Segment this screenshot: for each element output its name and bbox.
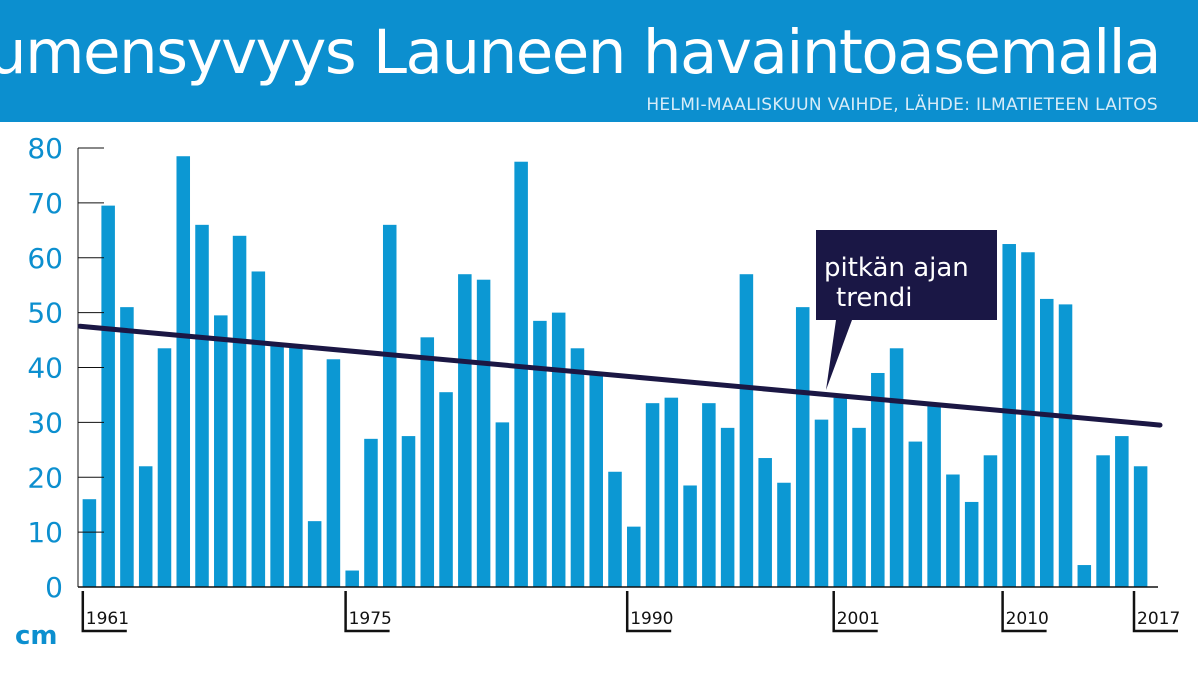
x-tick-bracket-2017 <box>1132 591 1178 633</box>
bar-1965 <box>157 348 172 587</box>
bar-2006 <box>927 405 941 587</box>
x-tick-bracket-1975 <box>344 591 390 633</box>
bar-2007 <box>946 474 960 587</box>
x-tick-label-1990: 1990 <box>630 609 673 629</box>
bar-2004 <box>889 348 904 587</box>
y-tick-label-70: 70 <box>27 187 63 220</box>
bar-2000 <box>814 419 829 587</box>
bar-2002 <box>852 427 866 587</box>
y-tick-label-30: 30 <box>27 406 63 439</box>
bar-1987 <box>570 348 585 587</box>
bar-1978 <box>401 436 416 587</box>
bar-1990 <box>627 526 641 587</box>
bar-1972 <box>289 345 303 587</box>
bar-1983 <box>495 422 510 588</box>
x-axis: 1961 1975 1990 2001 2010 2017 <box>78 586 1180 633</box>
bar-2009 <box>983 455 998 587</box>
trend-callout-box <box>816 230 997 390</box>
header-banner: Lumensyvyys Launeen havaintoasemalla HEL… <box>0 0 1198 122</box>
bar-1988 <box>589 372 603 587</box>
bar-1969 <box>232 235 247 588</box>
bar-1994 <box>702 403 716 587</box>
bar-1992 <box>664 397 679 587</box>
x-tick-label-2010: 2010 <box>1006 609 1049 629</box>
bar-2003 <box>871 372 885 587</box>
bar-1980 <box>439 392 453 587</box>
bar-2010 <box>1002 244 1016 587</box>
x-tick-label-1975: 1975 <box>349 609 392 629</box>
bar-1966 <box>176 156 191 588</box>
bar-1979 <box>420 337 435 587</box>
bar-2005 <box>908 441 923 587</box>
bar-1984 <box>514 161 528 587</box>
chart-subtitle: HELMI-MAALISKUUN VAIHDE, LÄHDE: ILMATIET… <box>646 95 1158 115</box>
bar-1986 <box>551 312 566 588</box>
x-tick-bracket-2001 <box>832 591 878 633</box>
y-tick-label-60: 60 <box>27 242 63 275</box>
trend-callout-label-line2: trendi <box>836 283 913 313</box>
y-tick-label-0: 0 <box>45 571 63 604</box>
x-tick-label-2001: 2001 <box>837 609 880 629</box>
x-tick-bracket-1961 <box>81 591 127 633</box>
bar-1997 <box>758 458 772 587</box>
bar-1968 <box>214 315 228 587</box>
bar-2008 <box>964 501 979 587</box>
bar-1999 <box>795 307 810 587</box>
bar-1964 <box>138 466 153 587</box>
y-axis: 0 10 20 30 40 50 60 70 80 <box>27 132 104 604</box>
y-axis-unit-label: cm <box>15 621 58 651</box>
bar-1963 <box>120 307 134 587</box>
bar-1996 <box>739 274 754 587</box>
bars-group <box>82 156 1148 588</box>
x-tick-bracket-2010 <box>1001 591 1047 633</box>
bar-1973 <box>307 521 322 587</box>
bar-2015 <box>1096 455 1110 587</box>
bar-1977 <box>382 224 397 587</box>
bar-2012 <box>1040 298 1054 587</box>
bar-1991 <box>645 403 660 587</box>
bar-1989 <box>608 471 622 587</box>
bar-1971 <box>270 345 284 587</box>
bar-1961 <box>82 499 97 587</box>
bar-1975 <box>345 570 359 587</box>
bar-2001 <box>833 397 848 587</box>
y-tick-label-10: 10 <box>27 516 63 549</box>
bar-2014 <box>1077 565 1092 587</box>
x-tick-label-2017: 2017 <box>1137 609 1180 629</box>
x-tick-label-1961: 1961 <box>86 609 129 629</box>
bar-1981 <box>458 274 472 587</box>
bar-2013 <box>1058 304 1073 587</box>
trend-line <box>77 323 1163 428</box>
y-tick-label-20: 20 <box>27 461 63 494</box>
bar-2017 <box>1133 466 1148 587</box>
x-tick-bracket-1990 <box>625 591 672 633</box>
bar-1993 <box>683 485 697 587</box>
y-tick-label-40: 40 <box>27 352 63 385</box>
bar-1962 <box>101 205 115 587</box>
trend-callout-label-line1: pitkän ajan <box>824 253 969 283</box>
y-tick-label-80: 80 <box>27 132 63 165</box>
bar-1998 <box>777 482 791 587</box>
bar-1976 <box>364 438 378 587</box>
bar-2011 <box>1021 252 1035 587</box>
bar-2016 <box>1115 436 1129 587</box>
bar-1985 <box>533 320 547 587</box>
bar-1995 <box>720 427 735 587</box>
bar-1974 <box>326 359 341 587</box>
trend-callout: pitkän ajan trendi <box>816 230 997 390</box>
y-tick-label-50: 50 <box>27 297 63 330</box>
chart-title: Lumensyvyys Launeen havaintoasemalla <box>0 17 1162 88</box>
bar-1982 <box>476 279 491 587</box>
bar-1967 <box>195 224 209 587</box>
bar-1970 <box>251 271 266 587</box>
